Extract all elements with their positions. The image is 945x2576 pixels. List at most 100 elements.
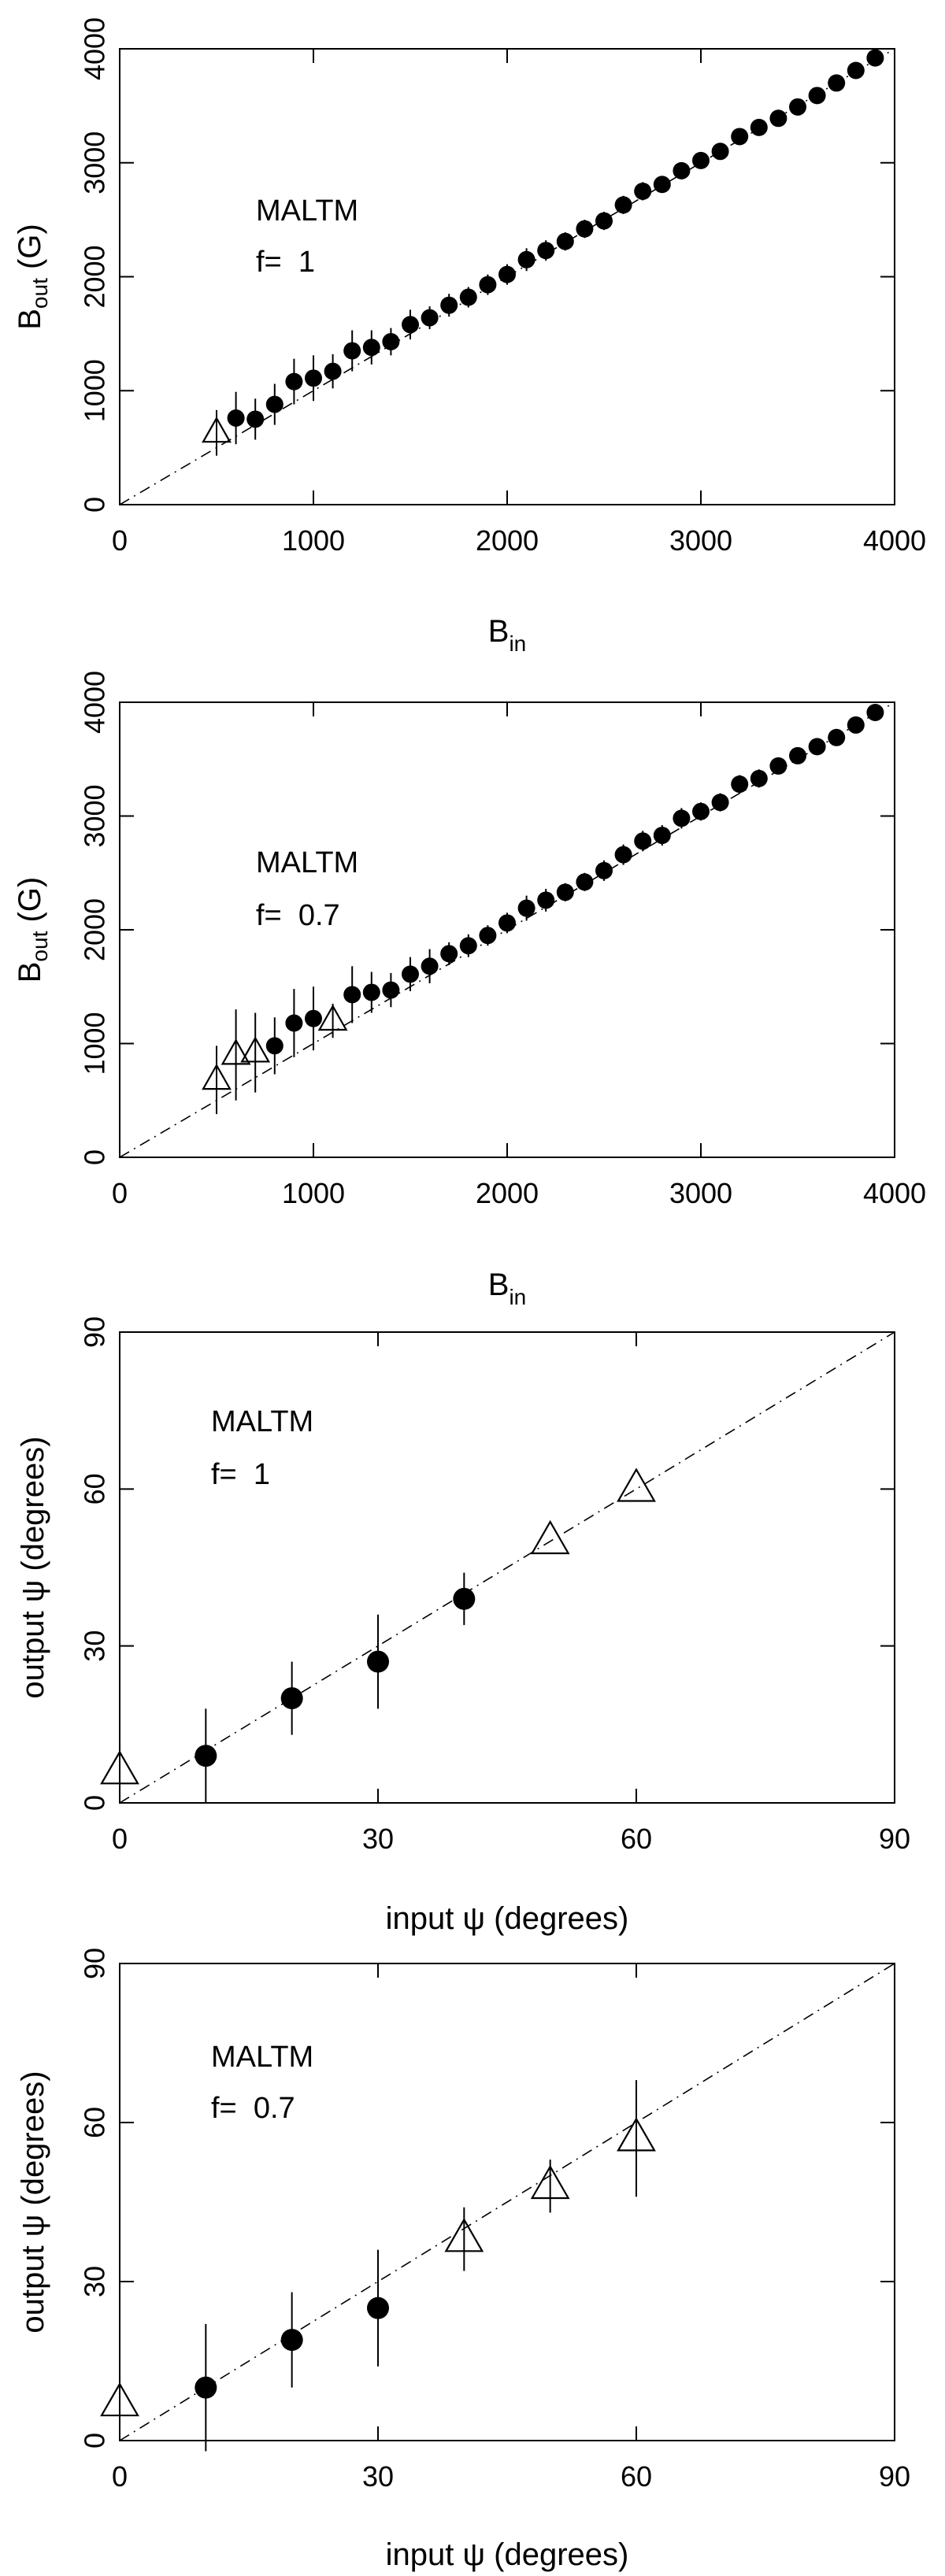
data-point-circle — [614, 196, 632, 214]
data-point-circle — [498, 265, 516, 283]
data-point-triangle — [220, 1038, 251, 1065]
x-axis-label: input ψ (degrees) — [386, 1901, 629, 1936]
data-point-circle — [576, 873, 594, 891]
data-point-circle — [692, 151, 710, 169]
data-point-circle — [866, 49, 884, 67]
data-point-triangle — [100, 1750, 139, 1785]
data-point-circle — [343, 342, 361, 360]
y-axis-label-main: output ψ (degrees) — [16, 1436, 50, 1698]
data-point-circle — [453, 1587, 476, 1610]
y-tick-label: 60 — [79, 2107, 111, 2138]
data-point-circle — [537, 891, 555, 909]
data-point-circle — [653, 827, 671, 845]
x-axis-label: input ψ (degrees) — [386, 2537, 629, 2572]
data-point-circle — [634, 832, 652, 850]
data-point-circle — [750, 769, 768, 787]
x-tick-label: 0 — [112, 524, 128, 557]
x-tick-label: 4000 — [863, 1177, 926, 1209]
data-point-circle — [847, 716, 865, 734]
x-axis-label: Bin — [488, 614, 526, 656]
x-tick-label: 30 — [362, 2460, 394, 2493]
x-axis-label-main: B — [488, 614, 510, 649]
data-point-circle — [711, 142, 729, 161]
data-point-circle — [324, 362, 342, 380]
data-point-triangle — [240, 1036, 271, 1063]
y-tick-label: 90 — [79, 1948, 111, 1979]
data-point-circle — [195, 2376, 217, 2399]
x-tick-label: 90 — [879, 2460, 910, 2493]
x-tick-label: 1000 — [282, 1177, 345, 1209]
x-tick-label: 1000 — [282, 524, 345, 557]
data-point-circle — [479, 276, 497, 294]
data-point-triangle — [617, 1468, 656, 1502]
data-point-circle — [711, 794, 729, 812]
data-point-circle — [280, 2329, 303, 2352]
y-axis-label: output ψ (degrees) — [16, 1436, 50, 1698]
chart-panel-b-f1: 0 1000 2000 3000 4000 0 1000 2000 3000 4000 MALTM f… — [13, 17, 926, 656]
plot-frame — [119, 1331, 895, 1804]
y-tick-label: 30 — [79, 2266, 111, 2297]
data-point-circle — [421, 309, 439, 327]
data-point-circle — [280, 1687, 303, 1710]
y-tick-label: 4000 — [79, 17, 111, 80]
data-point-circle — [634, 182, 652, 200]
data-point-circle — [479, 927, 497, 945]
chart-panel-psi-f1: 0 30 60 90 0 30 60 90 MALTM f= 1 input ψ (degrees)… — [16, 1316, 910, 1936]
y-tick-label: 0 — [79, 1795, 111, 1811]
y-tick-label: 0 — [79, 1149, 111, 1165]
data-point-circle — [808, 738, 826, 756]
x-tick-label: 60 — [621, 1823, 652, 1855]
data-point-circle — [595, 861, 613, 879]
x-axis-label-sub: in — [509, 631, 526, 656]
data-point-circle — [653, 176, 671, 194]
data-point-circle — [828, 728, 846, 746]
data-point-circle — [769, 757, 788, 775]
data-point-triangle — [530, 1519, 570, 1555]
data-point-circle — [750, 118, 768, 136]
data-point-circle — [731, 128, 749, 146]
annotation-f: f= 0.7 — [256, 899, 340, 932]
data-point-circle — [459, 288, 477, 306]
data-point-circle — [614, 846, 632, 864]
x-tick-label: 3000 — [669, 1177, 732, 1209]
data-point-circle — [402, 316, 419, 334]
x-axis-label-main: input ψ (degrees) — [386, 1901, 629, 1936]
annotation-model: MALTM — [211, 1405, 313, 1438]
data-point-triangle — [444, 2218, 484, 2252]
y-tick-label: 3000 — [79, 131, 111, 194]
y-tick-label: 90 — [79, 1316, 111, 1348]
y-tick-label: 3000 — [79, 784, 111, 847]
data-point-circle — [362, 983, 380, 1001]
x-axis-label-main: input ψ (degrees) — [386, 2537, 629, 2572]
annotation-f: f= 1 — [256, 246, 315, 279]
data-point-circle — [285, 1014, 303, 1032]
x-tick-label: 4000 — [863, 524, 926, 557]
data-point-circle — [866, 704, 884, 722]
y-axis-label-unit: (G) — [13, 224, 47, 278]
y-axis-label: Bout (G) — [13, 877, 52, 983]
data-point-circle — [595, 212, 613, 230]
data-point-circle — [265, 395, 284, 413]
data-point-circle — [382, 981, 400, 999]
y-tick-label: 0 — [79, 2433, 111, 2448]
y-axis-label-main: B — [13, 309, 47, 330]
x-tick-label: 2000 — [476, 1177, 539, 1209]
y-tick-label: 1000 — [79, 359, 111, 422]
data-point-triangle — [617, 2117, 656, 2152]
data-point-circle — [285, 372, 303, 390]
x-axis-label-sub: in — [509, 1285, 526, 1309]
x-tick-label: 0 — [112, 1177, 128, 1209]
data-point-circle — [421, 957, 439, 975]
y-tick-label: 1000 — [79, 1012, 111, 1075]
data-point-circle — [305, 369, 322, 387]
chart-panel-psi-f07: 0 30 60 90 0 30 60 90 MALTM f= 0.7 input ψ (degree… — [16, 1948, 910, 2572]
data-point-circle — [556, 883, 574, 901]
y-axis-label-sub: out — [28, 931, 52, 961]
data-point-circle — [517, 250, 536, 268]
y-tick-label: 2000 — [79, 245, 111, 308]
chart-panel-b-f07: 0 1000 2000 3000 4000 0 1000 2000 3000 4000 MALTM f… — [13, 671, 926, 1309]
y-axis-label-sub: out — [28, 278, 52, 309]
data-point-circle — [402, 965, 419, 983]
data-point-circle — [195, 1745, 217, 1767]
